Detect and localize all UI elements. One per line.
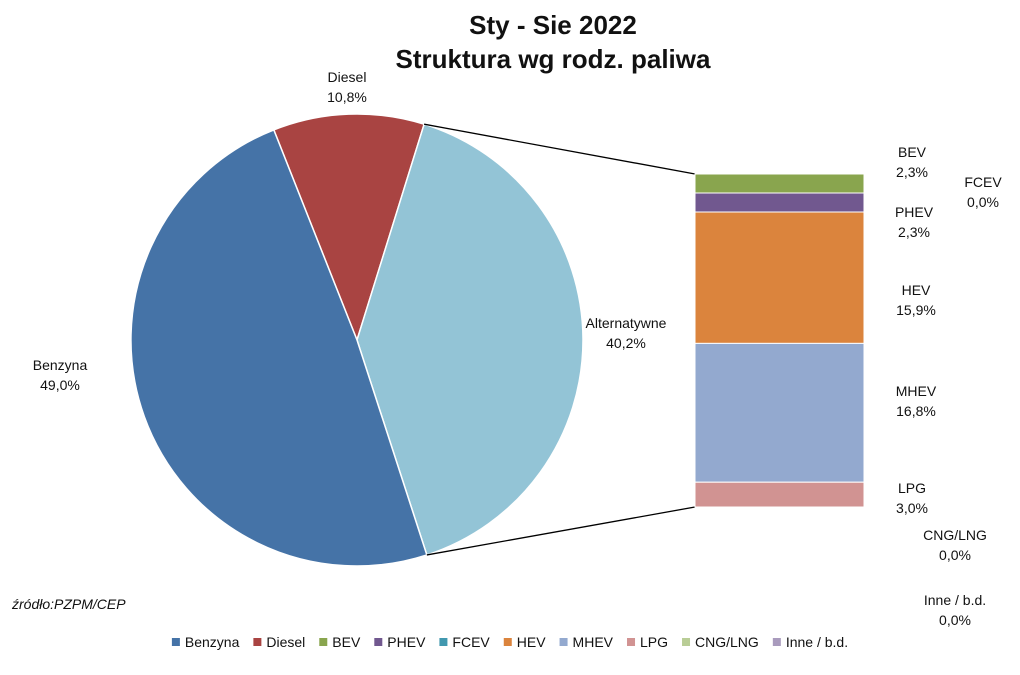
legend-label-fcev: FCEV bbox=[452, 634, 490, 650]
data-label-name-lpg: LPG bbox=[898, 480, 926, 496]
connector-line-top bbox=[424, 123, 696, 175]
data-label-value-inne-b-d: 0,0% bbox=[939, 612, 971, 628]
legend-label-mhev: MHEV bbox=[573, 634, 614, 650]
data-label-value-cng-lng: 0,0% bbox=[939, 547, 971, 563]
legend: Benzyna Diesel BEV PHEV FCEV HEV MHEV LPG CNG/LN… bbox=[171, 634, 848, 650]
bar-segment-bev bbox=[694, 173, 865, 194]
legend-swatch-inne-b-d bbox=[772, 638, 781, 646]
data-label-value-diesel: 10,8% bbox=[327, 89, 367, 105]
connector-lines bbox=[424, 123, 696, 556]
pie-group bbox=[130, 113, 584, 567]
data-label-name-fcev: FCEV bbox=[964, 174, 1002, 190]
data-label-value-phev: 2,3% bbox=[898, 224, 930, 240]
legend-label-lpg: LPG bbox=[640, 634, 668, 650]
bar-segment-mhev bbox=[694, 342, 865, 483]
data-label-name-benzyna: Benzyna bbox=[33, 357, 88, 373]
data-label-value-alternatywne: 40,2% bbox=[606, 335, 646, 351]
data-label-name-hev: HEV bbox=[902, 282, 931, 298]
data-label-name-mhev: MHEV bbox=[896, 383, 937, 399]
data-label-value-bev: 2,3% bbox=[896, 164, 928, 180]
stacked-bar-group bbox=[694, 173, 865, 508]
data-label-value-lpg: 3,0% bbox=[896, 500, 928, 516]
data-label-name-phev: PHEV bbox=[895, 204, 934, 220]
legend-label-bev: BEV bbox=[332, 634, 361, 650]
legend-swatch-cng-lng bbox=[682, 638, 691, 646]
pie-slice-alternatywne bbox=[356, 123, 584, 556]
legend-label-diesel: Diesel bbox=[266, 634, 305, 650]
legend-swatch-hev bbox=[503, 638, 512, 646]
data-label-value-hev: 15,9% bbox=[896, 302, 936, 318]
data-label-value-benzyna: 49,0% bbox=[40, 377, 80, 393]
pie-slice-diesel bbox=[272, 113, 426, 343]
data-label-name-alternatywne: Alternatywne bbox=[586, 315, 667, 331]
bar-segment-lpg bbox=[694, 481, 865, 508]
data-label-name-diesel: Diesel bbox=[328, 69, 367, 85]
legend-swatch-phev bbox=[374, 638, 383, 646]
legend-label-inne-b-d: Inne / b.d. bbox=[786, 634, 848, 650]
legend-swatch-mhev bbox=[559, 638, 568, 646]
pie-slice-benzyna bbox=[130, 128, 428, 567]
legend-label-phev: PHEV bbox=[387, 634, 426, 650]
legend-swatch-lpg bbox=[627, 638, 636, 646]
legend-swatch-diesel bbox=[253, 638, 262, 646]
legend-swatch-bev bbox=[319, 638, 328, 646]
connector-line-bottom bbox=[426, 506, 696, 556]
bar-segment-phev bbox=[694, 192, 865, 213]
legend-label-benzyna: Benzyna bbox=[185, 634, 240, 650]
source-note: źródło:PZPM/CEP bbox=[11, 596, 126, 612]
chart-title-line-2: Struktura wg rodz. paliwa bbox=[396, 44, 711, 74]
legend-swatch-fcev bbox=[439, 638, 448, 646]
data-label-name-cng-lng: CNG/LNG bbox=[923, 527, 987, 543]
data-label-name-inne-b-d: Inne / b.d. bbox=[924, 592, 986, 608]
data-labels: Diesel 10,8% Alternatywne 40,2% Benzyna 49,0%… bbox=[33, 69, 1003, 628]
data-label-value-mhev: 16,8% bbox=[896, 403, 936, 419]
bar-segment-hev bbox=[694, 211, 865, 344]
data-label-name-bev: BEV bbox=[898, 144, 927, 160]
data-label-value-fcev: 0,0% bbox=[967, 194, 999, 210]
chart-title-line-1: Sty - Sie 2022 bbox=[469, 10, 637, 40]
legend-swatch-benzyna bbox=[171, 638, 180, 646]
legend-label-hev: HEV bbox=[517, 634, 546, 650]
legend-label-cng-lng: CNG/LNG bbox=[695, 634, 759, 650]
